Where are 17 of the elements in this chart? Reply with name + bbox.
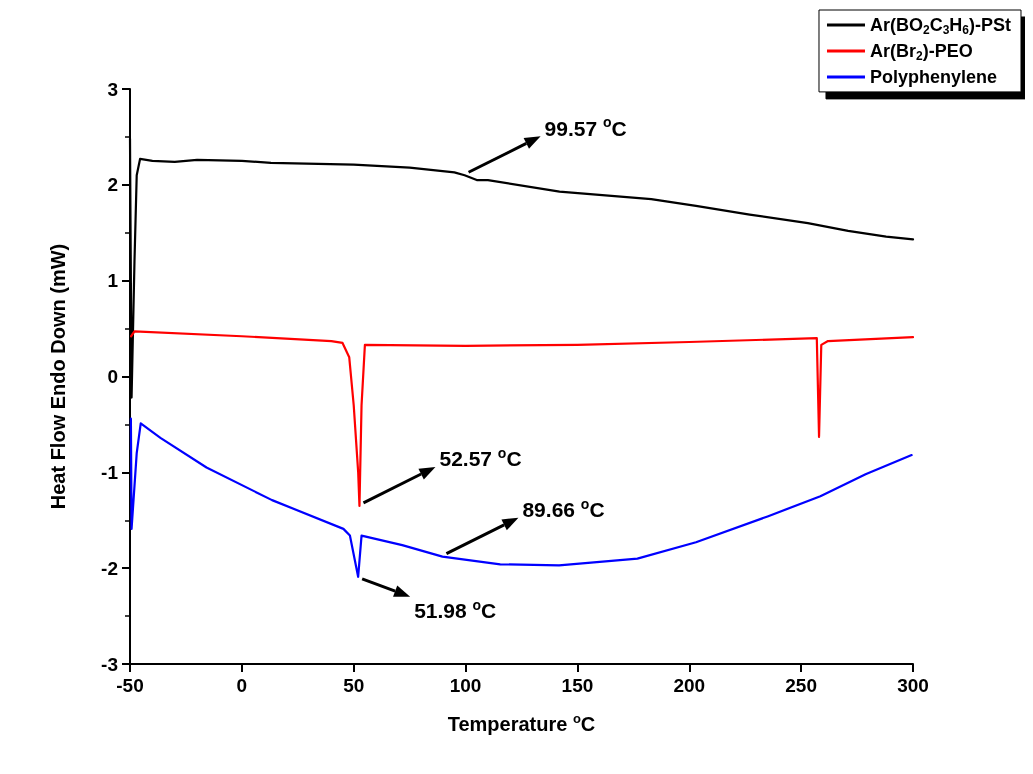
x-tick-label: 0 <box>236 675 248 696</box>
x-tick-label: 300 <box>897 675 929 696</box>
x-tick-label: 150 <box>561 675 594 696</box>
y-tick-label: 3 <box>107 78 118 100</box>
y-tick-label: 1 <box>107 270 119 292</box>
y-tick-label: 0 <box>107 366 118 387</box>
x-tick-label: -50 <box>116 675 144 696</box>
x-tick-label: 50 <box>343 675 365 696</box>
x-tick-label: 250 <box>785 675 817 696</box>
y-tick-label: -2 <box>101 557 118 579</box>
y-axis-title: Heat Flow Endo Down (mW) <box>47 243 69 510</box>
x-tick-label: 200 <box>673 675 706 696</box>
y-tick-label: -1 <box>101 461 119 483</box>
x-tick-label: 100 <box>449 675 482 696</box>
legend-label: Polyphenylene <box>869 66 998 87</box>
y-tick-label: -3 <box>101 653 118 675</box>
y-tick-label: 2 <box>107 174 118 196</box>
